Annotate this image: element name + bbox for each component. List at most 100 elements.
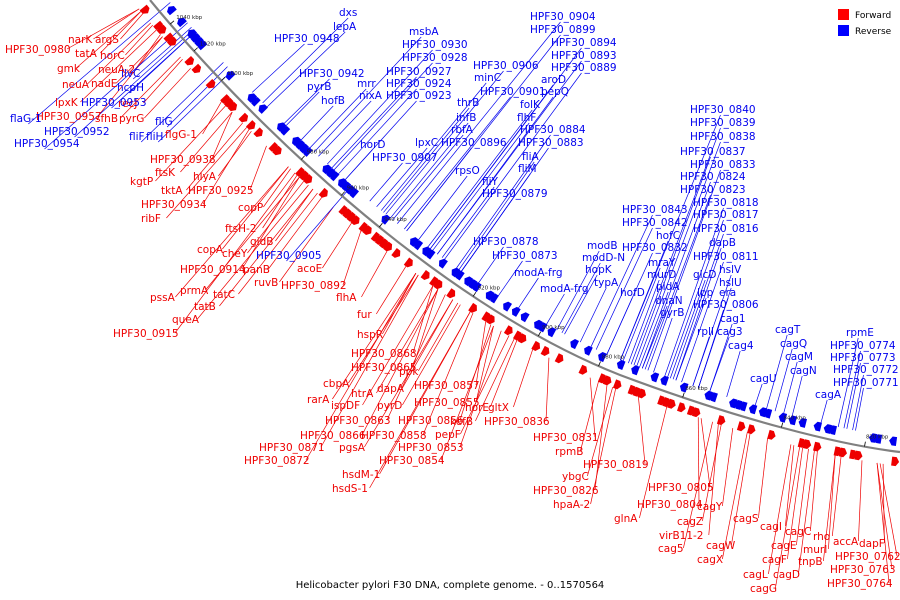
reverse-gene-label[interactable]: mrr <box>357 78 376 90</box>
reverse-gene-label[interactable]: HPF30_0833 <box>690 159 756 171</box>
reverse-gene-label[interactable]: HPF30_0901 <box>480 86 546 98</box>
forward-gene-label[interactable]: rho <box>813 531 830 543</box>
forward-gene-label[interactable]: accA <box>833 536 859 548</box>
forward-gene-label[interactable]: ftsH-2 <box>225 223 256 235</box>
reverse-gene-label[interactable]: fliH <box>146 131 163 143</box>
reverse-gene-label[interactable]: hofB <box>321 95 345 107</box>
reverse-gene-label[interactable]: HPF30_0896 <box>441 137 507 149</box>
reverse-gene-label[interactable]: HPF30_0952 <box>44 126 110 138</box>
reverse-gene-label[interactable]: HPF30_0806 <box>693 299 759 311</box>
reverse-gene-label[interactable]: cagT <box>775 324 801 336</box>
forward-gene-label[interactable]: sfhB <box>95 113 118 125</box>
forward-gene-label[interactable]: nadE <box>91 78 117 90</box>
reverse-gene-label[interactable]: HPF30_0843 <box>622 204 688 216</box>
reverse-gene-label[interactable]: rbfA <box>451 124 474 136</box>
reverse-gene-label[interactable]: HPF30_0948 <box>274 33 340 45</box>
forward-gene-label[interactable]: glnA <box>614 513 638 525</box>
forward-gene-label[interactable]: tatB <box>194 301 216 313</box>
reverse-gene-label[interactable]: modD-N <box>582 252 625 264</box>
forward-gene-label[interactable]: HPF30_0854 <box>379 455 445 467</box>
forward-gene-label[interactable]: HPF30_0980 <box>5 44 71 56</box>
reverse-gene-label[interactable]: era <box>719 287 736 299</box>
forward-gene-label[interactable]: pssA <box>150 292 176 304</box>
reverse-gene-label[interactable]: HPF30_0816 <box>693 223 759 235</box>
reverse-gene-label[interactable]: HPF30_0823 <box>680 184 746 196</box>
forward-gene-label[interactable]: HPF30_0915 <box>113 328 179 340</box>
reverse-gene-label[interactable]: HPF30_0883 <box>518 137 584 149</box>
reverse-gene-label[interactable]: ilvC <box>121 68 140 80</box>
forward-gene-label[interactable]: HPF30_0858 <box>361 430 427 442</box>
forward-gene-label[interactable]: horC <box>100 50 125 62</box>
reverse-gene-label[interactable]: minC <box>474 72 501 84</box>
forward-gene-label[interactable]: cagS <box>733 513 759 525</box>
reverse-gene-label[interactable]: cagQ <box>780 338 807 350</box>
forward-gene-label[interactable]: acoE <box>297 263 322 275</box>
forward-gene-label[interactable]: HPF30_0819 <box>583 459 649 471</box>
reverse-gene-label[interactable]: modA-frg <box>540 283 589 295</box>
reverse-gene-label[interactable]: fliA <box>522 151 540 163</box>
forward-gene-label[interactable]: HPF30_0836 <box>484 416 550 428</box>
reverse-gene-label[interactable]: flaG-1 <box>10 113 42 125</box>
forward-gene-label[interactable]: HPF30_0866 <box>300 430 366 442</box>
reverse-gene-label[interactable]: HPF30_0942 <box>299 68 365 80</box>
reverse-gene-label[interactable]: hcpH <box>117 82 144 94</box>
reverse-gene-label[interactable]: HPF30_0838 <box>690 131 756 143</box>
forward-gene-label[interactable]: HPF30_0831 <box>533 432 599 444</box>
reverse-gene-label[interactable]: gyrB <box>660 307 684 319</box>
forward-gene-label[interactable]: tnpB <box>798 556 823 568</box>
forward-gene-label[interactable]: HPF30_0805 <box>648 482 714 494</box>
reverse-gene-label[interactable]: murD <box>647 269 676 281</box>
reverse-gene-label[interactable]: dnaN <box>655 295 683 307</box>
forward-gene-label[interactable]: HPF30_0826 <box>533 485 599 497</box>
forward-gene-label[interactable]: ybgC <box>562 471 589 483</box>
reverse-gene-label[interactable]: HPF30_0923 <box>386 90 452 102</box>
forward-gene-label[interactable]: cagY <box>697 501 723 513</box>
forward-gene-label[interactable]: hsdS-1 <box>332 483 368 495</box>
reverse-gene-label[interactable]: cagN <box>790 365 817 377</box>
reverse-gene-label[interactable]: HPF30_0873 <box>492 250 558 262</box>
forward-gene-label[interactable]: cheY <box>222 248 248 260</box>
reverse-gene-label[interactable]: HPF30_0884 <box>520 124 586 136</box>
forward-gene-label[interactable]: HPF30_0857 <box>414 380 480 392</box>
forward-gene-label[interactable]: cagG <box>750 583 777 595</box>
reverse-gene-label[interactable]: HPF30_0906 <box>473 60 539 72</box>
forward-gene-label[interactable]: lpxK <box>55 97 79 109</box>
reverse-gene-label[interactable]: lpxC <box>415 137 438 149</box>
forward-gene-label[interactable]: hspR <box>357 329 383 341</box>
forward-gene-label[interactable]: HPF30_0764 <box>827 578 893 590</box>
forward-gene-label[interactable]: kgtP <box>130 176 153 188</box>
forward-gene-label[interactable]: dapA <box>377 383 405 395</box>
forward-gene-label[interactable]: cbpA <box>323 378 350 390</box>
forward-gene-label[interactable]: HPF30_0865 <box>351 362 417 374</box>
forward-gene-label[interactable]: horE <box>465 402 489 414</box>
forward-gene-label[interactable]: HPF30_0925 <box>188 185 254 197</box>
reverse-gene-label[interactable]: HPF30_0894 <box>551 37 617 49</box>
reverse-gene-label[interactable]: fliY <box>482 176 499 188</box>
reverse-gene-label[interactable]: cagU <box>750 373 777 385</box>
forward-gene-label[interactable]: HPF30_0762 <box>835 551 900 563</box>
reverse-gene-label[interactable]: HPF30_0928 <box>402 52 468 64</box>
forward-gene-label[interactable]: cagI <box>760 521 782 533</box>
reverse-gene-label[interactable]: rplI <box>697 326 714 338</box>
forward-gene-label[interactable]: rpmB <box>555 446 583 458</box>
forward-gene-label[interactable]: HPF30_0871 <box>259 442 325 454</box>
forward-gene-label[interactable]: hlyA <box>193 171 217 183</box>
reverse-gene-label[interactable]: folK <box>520 99 541 111</box>
reverse-gene-label[interactable]: pldA <box>656 281 680 293</box>
forward-gene-label[interactable]: recJ <box>118 98 137 110</box>
reverse-gene-label[interactable]: fliM <box>518 163 537 175</box>
forward-gene-label[interactable]: HPF30_0957 <box>36 111 102 123</box>
reverse-gene-label[interactable]: HPF30_0930 <box>402 39 468 51</box>
forward-gene-label[interactable]: flhA <box>336 292 357 304</box>
forward-gene-label[interactable]: tatC <box>213 289 235 301</box>
reverse-gene-label[interactable]: HPF30_0954 <box>14 138 80 150</box>
forward-gene-label[interactable]: flgG-1 <box>165 129 197 141</box>
forward-gene-label[interactable]: gidB <box>250 236 273 248</box>
forward-gene-label[interactable]: murI <box>803 544 827 556</box>
forward-gene-label[interactable]: queA <box>172 314 200 326</box>
reverse-gene-label[interactable]: HPF30_0774 <box>830 340 896 352</box>
forward-gene-label[interactable]: cagE <box>771 540 797 552</box>
reverse-gene-label[interactable]: HPF30_0832 <box>622 242 688 254</box>
forward-gene-label[interactable]: pyrD <box>377 400 402 412</box>
reverse-gene-label[interactable]: lepA <box>333 21 357 33</box>
